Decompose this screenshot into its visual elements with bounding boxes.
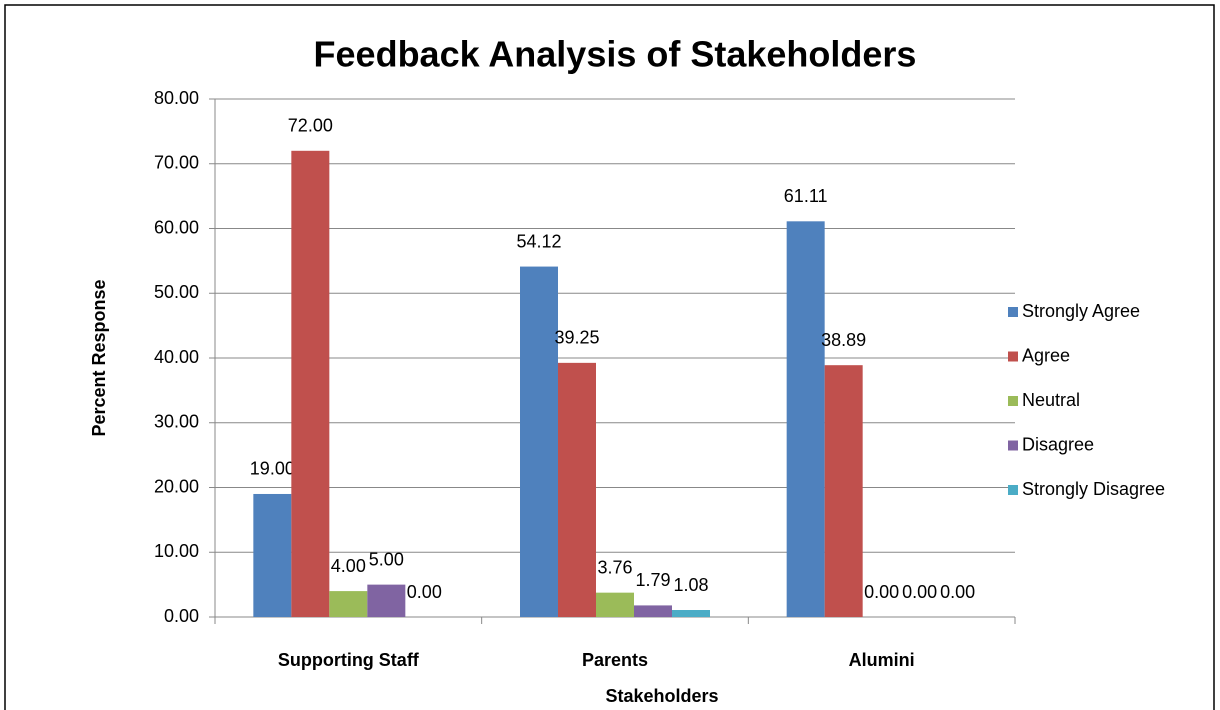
y-tick-label: 40.00 xyxy=(154,347,199,367)
bar xyxy=(367,584,406,617)
data-label: 39.25 xyxy=(554,328,599,348)
data-label: 0.00 xyxy=(864,582,899,602)
x-tick-label: Supporting Staff xyxy=(278,650,420,670)
y-tick-label: 70.00 xyxy=(154,153,199,173)
legend-swatch xyxy=(1008,351,1018,362)
y-tick-label: 50.00 xyxy=(154,282,199,302)
legend-label: Disagree xyxy=(1022,434,1094,454)
y-tick-label: 0.00 xyxy=(164,606,199,626)
bar xyxy=(786,221,825,617)
bar xyxy=(329,591,368,617)
bar xyxy=(253,493,292,617)
data-label: 5.00 xyxy=(369,549,404,569)
y-tick-label: 30.00 xyxy=(154,412,199,432)
data-label: 72.00 xyxy=(288,116,333,136)
legend-swatch xyxy=(1008,440,1018,451)
data-label: 61.11 xyxy=(784,186,828,206)
data-label: 0.00 xyxy=(940,582,975,602)
data-label: 54.12 xyxy=(516,231,561,251)
bar xyxy=(824,365,863,617)
data-label: 19.00 xyxy=(250,459,295,479)
bar xyxy=(634,605,672,617)
y-tick-label: 20.00 xyxy=(154,476,199,496)
bar xyxy=(672,610,710,617)
y-tick-label: 10.00 xyxy=(154,541,199,561)
legend-label: Agree xyxy=(1022,345,1070,365)
x-tick-label: Parents xyxy=(582,650,648,670)
y-tick-label: 80.00 xyxy=(154,88,199,108)
data-label: 4.00 xyxy=(331,556,366,576)
data-label: 38.89 xyxy=(821,330,866,350)
data-label: 1.79 xyxy=(635,570,670,590)
data-label: 0.00 xyxy=(902,582,937,602)
legend-label: Strongly Disagree xyxy=(1022,479,1165,499)
legend-swatch xyxy=(1008,396,1018,406)
legend-swatch xyxy=(1008,307,1018,317)
data-label: 0.00 xyxy=(407,582,442,602)
bar xyxy=(558,362,596,617)
x-axis-title: Stakeholders xyxy=(605,686,718,706)
legend-swatch xyxy=(1008,485,1018,495)
x-tick-label: Alumini xyxy=(849,650,915,670)
data-label: 1.08 xyxy=(673,575,708,595)
y-axis-title: Percent Response xyxy=(89,279,109,436)
chart-title: Feedback Analysis of Stakeholders xyxy=(314,34,917,75)
bar xyxy=(291,150,330,618)
data-label: 3.76 xyxy=(597,557,632,577)
bar xyxy=(596,592,634,617)
legend-label: Neutral xyxy=(1022,390,1080,410)
y-tick-label: 60.00 xyxy=(154,217,199,237)
legend-label: Strongly Agree xyxy=(1022,301,1140,321)
bar xyxy=(520,266,558,617)
